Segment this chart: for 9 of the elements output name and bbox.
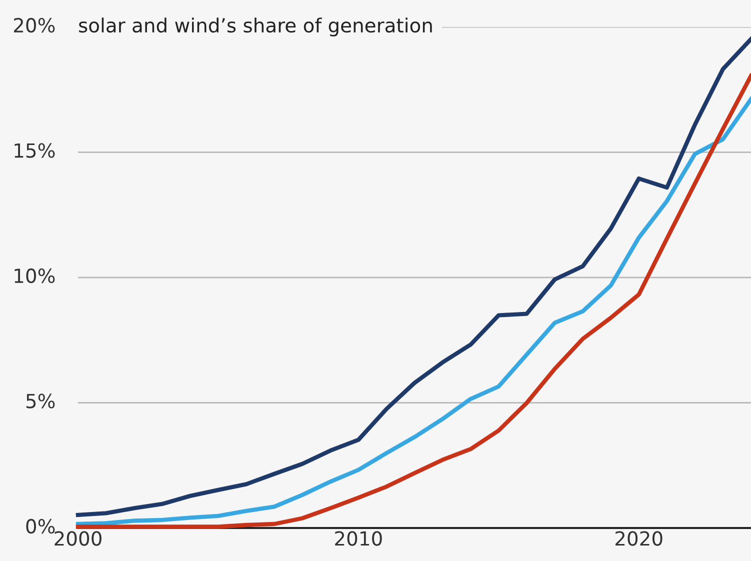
y-tick-label: 20% xyxy=(14,18,55,33)
y-tick-label: 10% xyxy=(14,268,55,284)
y-tick-label: 5% xyxy=(26,394,55,408)
y-tick-label: 0% xyxy=(26,518,55,534)
x-tick-label: 2010 xyxy=(335,531,382,546)
y-tick-label: 15% xyxy=(14,143,55,158)
x-tick-label: 2020 xyxy=(616,531,662,546)
chart-title: solar and wind’s share of generation xyxy=(79,18,432,36)
x-tick-label: 2000 xyxy=(54,531,102,546)
